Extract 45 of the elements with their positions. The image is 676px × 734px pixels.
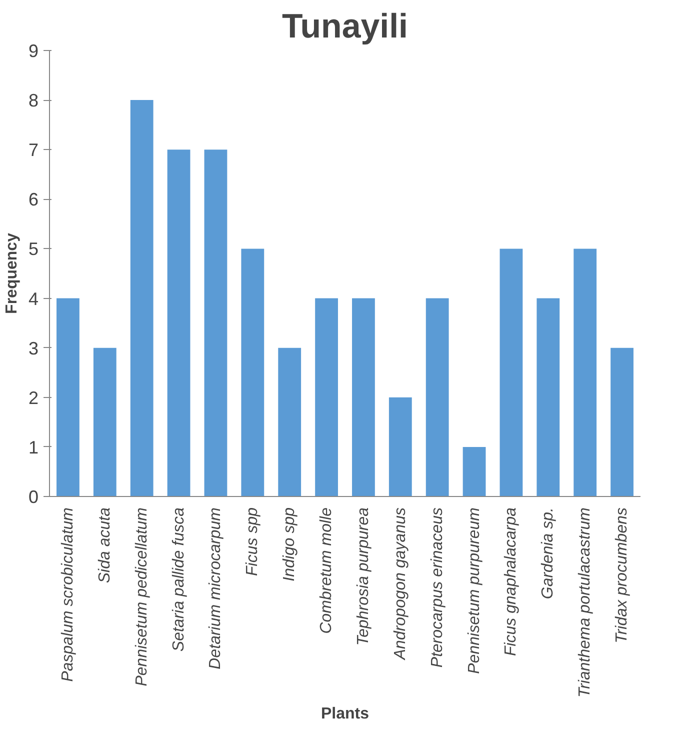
bar (500, 248, 523, 496)
bar (278, 348, 302, 496)
chart-title: Tunayili (282, 8, 408, 46)
bar (130, 100, 154, 496)
x-tick-label: Ficus spp (244, 507, 262, 576)
y-tick-label: 3 (28, 338, 39, 358)
y-tick-label: 9 (28, 41, 39, 61)
bar (610, 348, 634, 496)
bar (388, 397, 412, 496)
bar (352, 298, 375, 496)
x-tick-label: Pterocarpus erinaceus (428, 507, 446, 668)
x-tick-label: Ficus gnaphalacarpa (502, 507, 520, 656)
y-tick-label: 4 (28, 288, 39, 309)
x-tick-label: Combretum molle (318, 507, 336, 634)
bar (167, 150, 190, 496)
bar (462, 446, 486, 496)
y-axis-title: Frequency (3, 232, 20, 314)
x-tick-label: Pennisetum pedicellatum (133, 508, 150, 686)
x-tick-label: Andropogon gayanus (392, 508, 409, 661)
y-tick-label: 8 (28, 90, 39, 111)
y-tick-label: 0 (28, 487, 39, 507)
x-tick-label: Tephrosia purpurea (354, 507, 372, 646)
bar (536, 298, 560, 496)
y-tick-label: 7 (28, 140, 39, 160)
x-tick-label: Sida acuta (96, 507, 114, 584)
x-axis-title: Plants (320, 706, 370, 722)
bar (204, 150, 228, 496)
x-tick-label: Setaria pallide fusca (170, 507, 188, 652)
bar (426, 298, 449, 496)
x-tick-label: Pennisetum purpureum (466, 508, 483, 674)
bar (241, 248, 264, 496)
y-tick-label: 5 (28, 239, 39, 260)
x-tick-label: Paspalum scrobiculatum (59, 508, 76, 682)
bar (574, 248, 597, 496)
x-tick-label: Detarium microcarpum (207, 508, 224, 670)
x-tick-label: Gardenia sp. (540, 508, 557, 600)
y-tick-label: 6 (28, 190, 39, 210)
x-tick-label: Trianthema portulacastrum (576, 508, 594, 698)
bar (93, 348, 116, 496)
y-tick-label: 1 (28, 437, 39, 458)
x-tick-label: Tridax procumbens (614, 507, 631, 644)
bar (56, 298, 80, 496)
bar (315, 298, 338, 496)
y-tick-label: 2 (28, 388, 39, 408)
x-tick-label: Indigo spp (281, 507, 298, 582)
